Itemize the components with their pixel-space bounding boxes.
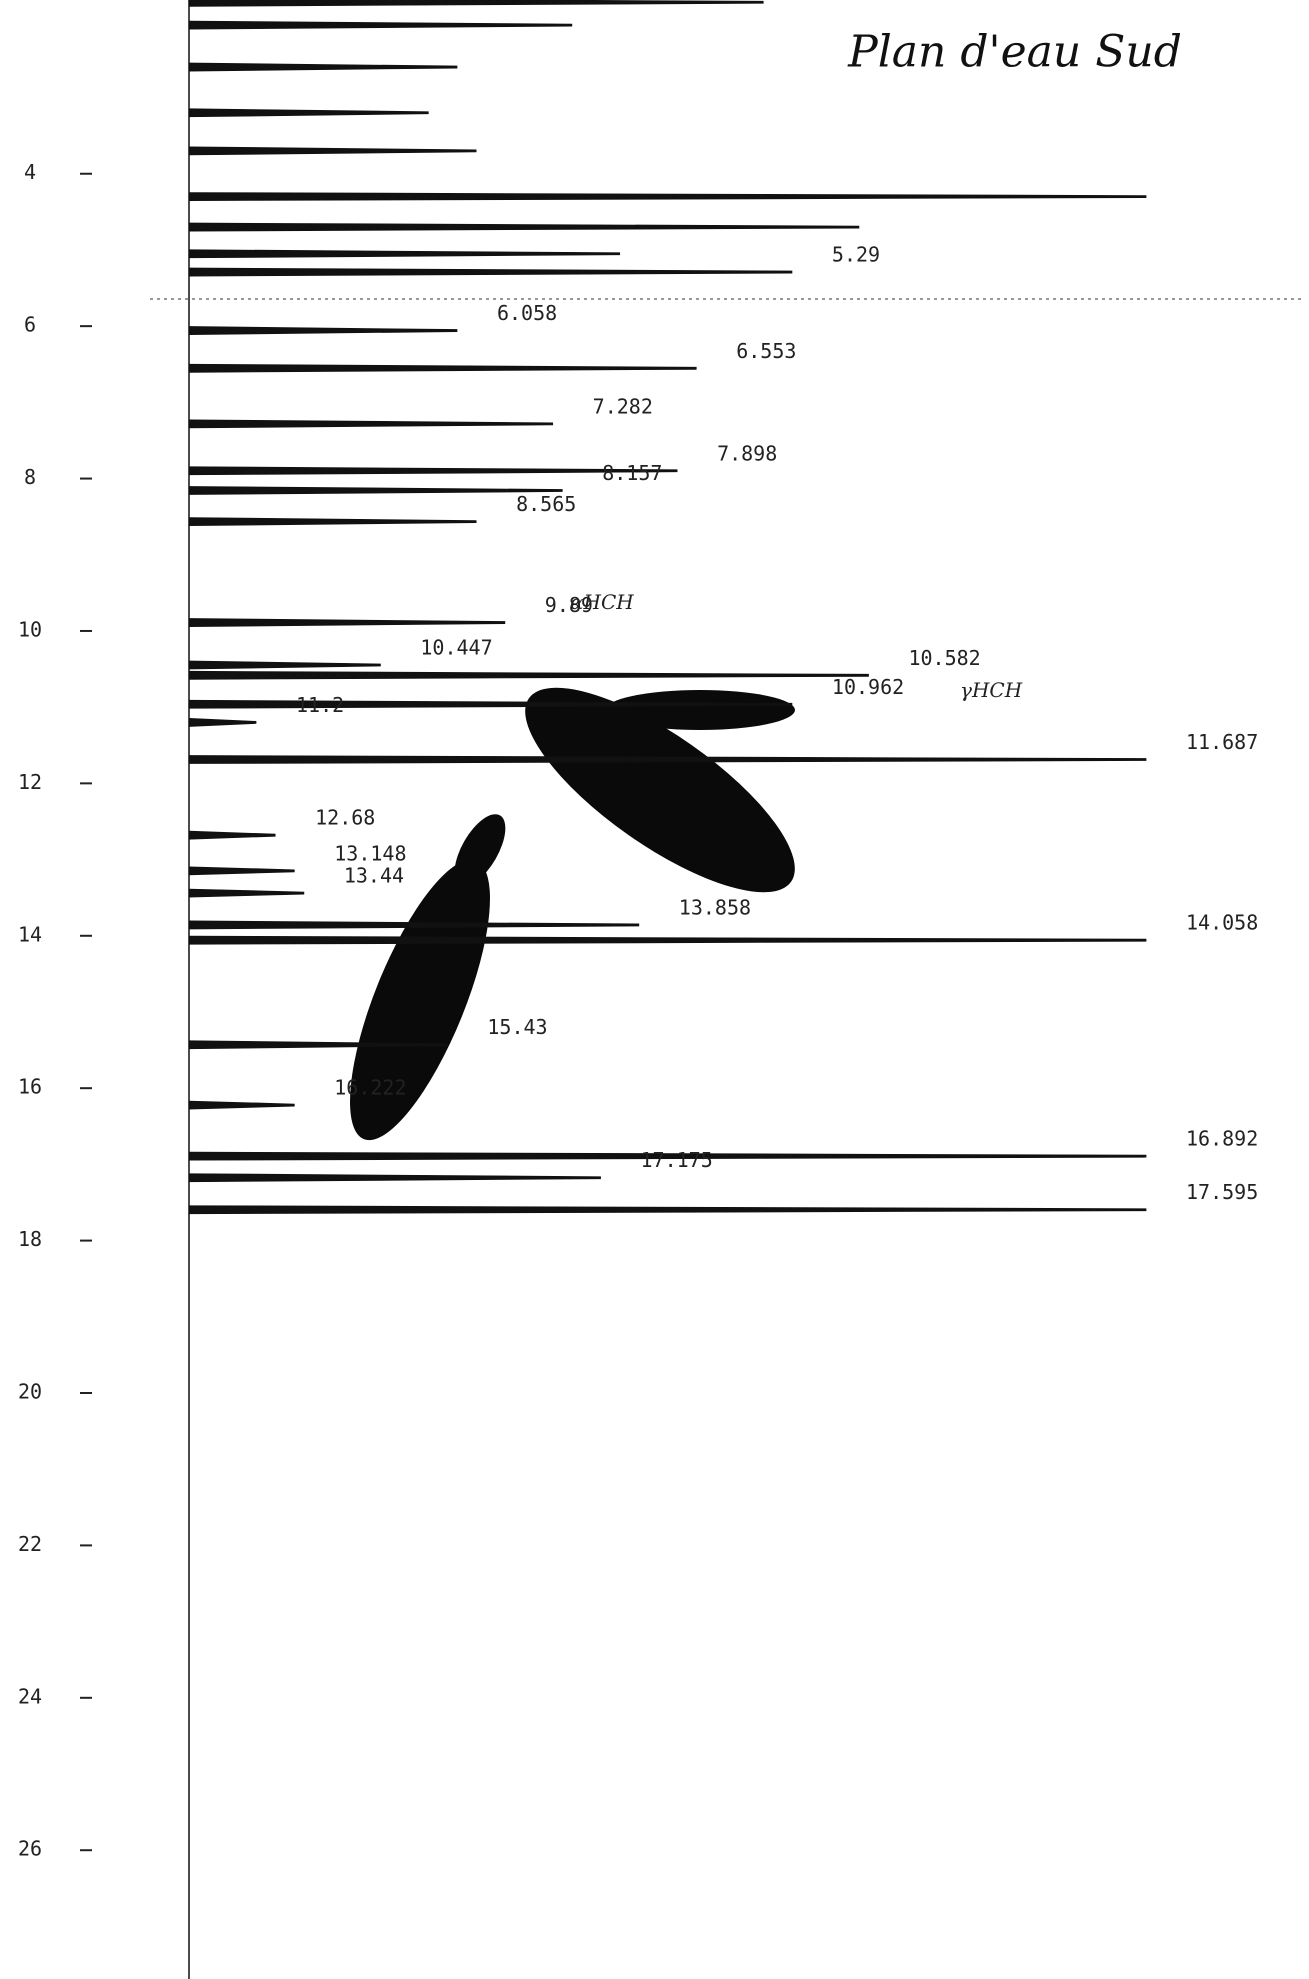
peak-label: 13.148 bbox=[334, 841, 406, 865]
y-tick-label: 4 bbox=[24, 160, 36, 184]
y-tick-label: 12 bbox=[18, 770, 42, 794]
peak bbox=[189, 718, 256, 726]
y-tick-label: 16 bbox=[18, 1075, 42, 1099]
peak-label: 7.282 bbox=[593, 394, 653, 418]
peak bbox=[189, 867, 294, 875]
peak-label: 8.157 bbox=[602, 461, 662, 485]
y-tick-label: 18 bbox=[18, 1227, 42, 1251]
peak-label: 10.582 bbox=[908, 646, 980, 670]
peak bbox=[189, 420, 553, 428]
peak-label: 16.222 bbox=[334, 1076, 406, 1100]
peak-label: 14.058 bbox=[1186, 911, 1258, 935]
peak-label: 13.858 bbox=[679, 895, 751, 919]
peak bbox=[189, 147, 476, 155]
peak-label: 17.595 bbox=[1186, 1180, 1258, 1204]
y-tick-label: 20 bbox=[18, 1379, 42, 1403]
y-tick-label: 14 bbox=[18, 922, 42, 946]
peak-label: 7.898 bbox=[717, 441, 777, 465]
peak bbox=[189, 63, 457, 71]
peak bbox=[189, 109, 428, 117]
peak-label: 16.892 bbox=[1186, 1127, 1258, 1151]
y-tick-label: 24 bbox=[18, 1684, 42, 1708]
peak bbox=[189, 518, 476, 526]
peak bbox=[189, 223, 859, 231]
annotation: αHCH bbox=[570, 590, 634, 614]
peak bbox=[189, 1101, 294, 1109]
peak bbox=[189, 756, 1146, 764]
peak-label: 6.058 bbox=[497, 301, 557, 325]
peak-label: 11.2 bbox=[296, 693, 344, 717]
peak bbox=[189, 1174, 601, 1182]
y-tick-label: 26 bbox=[18, 1837, 42, 1861]
peak bbox=[189, 0, 763, 6]
peak bbox=[189, 661, 380, 669]
peak-label: 13.44 bbox=[344, 864, 404, 888]
y-tick-label: 22 bbox=[18, 1532, 42, 1556]
peak-label: 5.29 bbox=[832, 243, 880, 267]
peak bbox=[189, 889, 304, 897]
peak bbox=[189, 364, 696, 372]
y-tick-label: 10 bbox=[18, 617, 42, 641]
peak bbox=[189, 250, 620, 258]
peak bbox=[189, 936, 1146, 944]
peak bbox=[189, 327, 457, 335]
peak bbox=[189, 487, 562, 495]
peak bbox=[189, 671, 868, 679]
peak bbox=[189, 831, 275, 839]
y-tick-label: 6 bbox=[24, 313, 36, 337]
peak-label: 8.565 bbox=[516, 492, 576, 516]
peak-label: 11.687 bbox=[1186, 730, 1258, 754]
annotation: γHCH bbox=[960, 678, 1023, 702]
page: Plan d'eau Sud 4 6 8 10 12 14 16 18 20 22 24 26 5.29… bbox=[0, 0, 1309, 1979]
chart: Plan d'eau Sud 4 6 8 10 12 14 16 18 20 22 24 26 5.29… bbox=[0, 0, 1309, 1979]
peak bbox=[189, 1206, 1146, 1214]
peak-label: 15.43 bbox=[487, 1015, 547, 1039]
peak-label: 12.68 bbox=[315, 806, 375, 830]
peak bbox=[189, 268, 792, 276]
peak-label: 17.175 bbox=[641, 1148, 713, 1172]
peak bbox=[189, 21, 572, 29]
peak bbox=[189, 921, 639, 929]
peak-label: 10.447 bbox=[420, 636, 492, 660]
peak bbox=[189, 619, 505, 627]
peak-label: 10.962 bbox=[832, 675, 904, 699]
peak-label: 6.553 bbox=[736, 339, 796, 363]
peak bbox=[189, 193, 1146, 201]
chart-title: Plan d'eau Sud bbox=[847, 27, 1182, 78]
y-tick-label: 8 bbox=[24, 465, 36, 489]
